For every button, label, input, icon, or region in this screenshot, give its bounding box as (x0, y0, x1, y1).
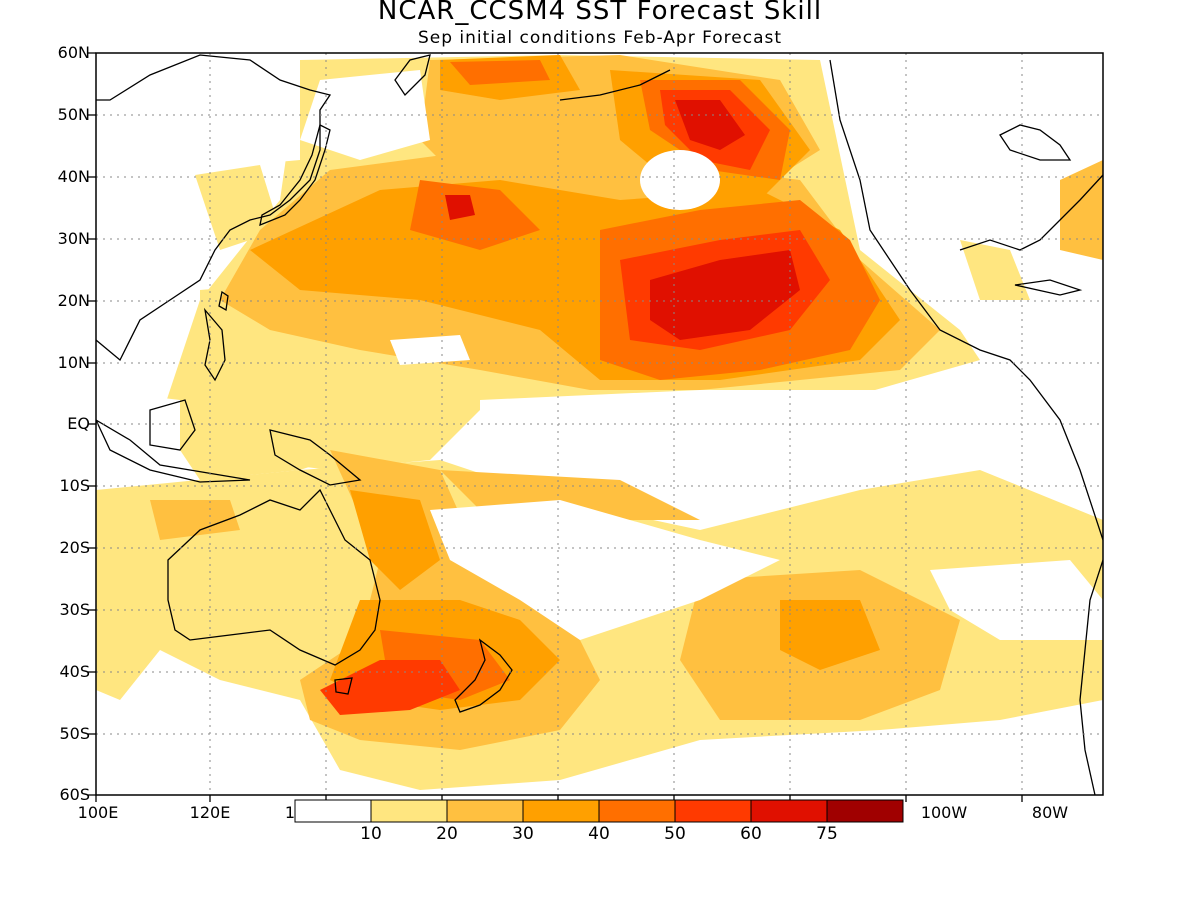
colorbar-swatch (750, 799, 828, 823)
lat-label: 30N (57, 229, 90, 248)
hole-north-pacific-40n (640, 150, 720, 210)
lat-label: 30S (59, 600, 90, 619)
lat-label: 40N (57, 167, 90, 186)
shade-alaska-max (675, 100, 745, 150)
coast-kamchatka (394, 54, 431, 97)
shade-kuroshio-max (445, 195, 475, 220)
coast-cuba (1014, 279, 1083, 296)
colorbar-swatch (826, 799, 904, 823)
hole-south-subtropical (430, 500, 780, 640)
lon-label: 120E (189, 803, 231, 822)
shade-southeast-pacific-core (780, 600, 880, 670)
colorbar-label: 50 (664, 824, 686, 844)
coast-north-america (829, 59, 1103, 541)
shade-north-atlantic-west (1060, 160, 1103, 260)
shade-coral-sea (350, 490, 440, 590)
lat-label: 10S (59, 476, 90, 495)
hole-south-high-east (640, 730, 1103, 795)
colorbar-label: 10 (360, 824, 382, 844)
colorbar-swatch (446, 799, 524, 823)
shade-gulf-of-mexico (960, 240, 1030, 300)
colorbar-swatch (522, 799, 600, 823)
colorbar-swatch (294, 799, 372, 823)
lat-label: 60N (57, 43, 90, 62)
colorbar-label: 20 (436, 824, 458, 844)
colorbar-label: 30 (512, 824, 534, 844)
grid-lines (96, 53, 1103, 795)
hole-west-10n (390, 335, 470, 365)
hole-south-high (96, 720, 320, 795)
shade-south-tasman-inner (320, 660, 460, 715)
coast-australia (167, 488, 381, 666)
hole-equatorial-east (480, 390, 1000, 470)
shade-north-top-core (450, 60, 550, 85)
shade-northeast-max (650, 250, 800, 340)
lat-label: 50N (57, 105, 90, 124)
coast-borneo (149, 399, 196, 451)
coast-south-america (1079, 559, 1103, 795)
hole-far-north-west (96, 55, 300, 200)
colorbar (294, 799, 904, 823)
lat-label: 10N (57, 353, 90, 372)
colorbar-swatch (598, 799, 676, 823)
hole-east-south (930, 560, 1103, 640)
hole-northeast (830, 55, 1103, 200)
lon-label: 100E (77, 803, 119, 822)
skill-shading (96, 55, 1103, 795)
coast-great-lakes (999, 124, 1072, 161)
colorbar-label: 60 (740, 824, 762, 844)
lat-label: 20S (59, 538, 90, 557)
lat-label: 40S (59, 662, 90, 681)
colorbar-swatch (674, 799, 752, 823)
coast-asia-mainland (96, 54, 332, 362)
shade-indian-nw-australia (150, 500, 240, 540)
coast-aleutians (559, 69, 671, 101)
colorbar-label: 75 (816, 824, 838, 844)
shade-east-china-sea (195, 165, 280, 250)
lat-label: 50S (59, 724, 90, 743)
coast-new-zealand (454, 638, 513, 713)
axis-ticks (88, 52, 1023, 802)
shade-south-indian (96, 560, 160, 700)
coast-sumatra-java (96, 419, 251, 483)
map-title: NCAR_CCSM4 SST Forecast Skill (377, 0, 823, 26)
colorbar-swatch (370, 799, 448, 823)
hole-west-eq (96, 390, 180, 470)
lon-label: 1 (284, 803, 296, 822)
lat-label: 60S (59, 785, 90, 804)
coast-new-guinea (269, 429, 362, 486)
coast-taiwan (218, 290, 229, 312)
coast-tasmania (334, 677, 353, 695)
colorbar-label: 40 (588, 824, 610, 844)
coast-japan (259, 124, 331, 227)
hole-north-west (300, 70, 430, 160)
lat-label: EQ (67, 414, 90, 433)
coast-gulf-coast (959, 174, 1103, 251)
lon-label: 80W (1031, 803, 1069, 822)
lat-label: 20N (57, 291, 90, 310)
lon-label: 100W (920, 803, 968, 822)
map-subtitle: Sep initial conditions Feb-Apr Forecast (417, 28, 783, 48)
